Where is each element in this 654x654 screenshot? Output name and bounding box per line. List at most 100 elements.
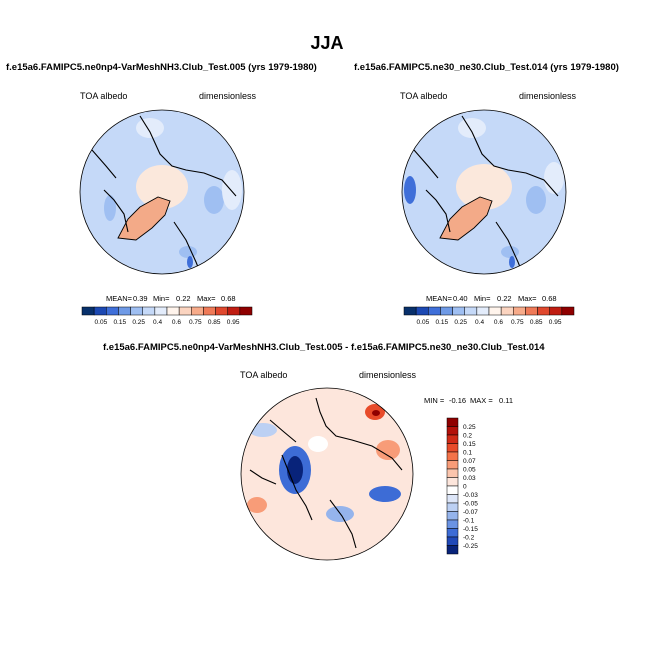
colorbar-swatch	[203, 306, 216, 316]
colorbar-swatch	[142, 306, 156, 316]
colorbar-swatch	[446, 528, 459, 538]
panel2-stats: MEAN= 0.40 Min= 0.22 Max= 0.68	[426, 294, 557, 303]
panel1-mean-value: 0.39	[133, 294, 148, 303]
colorbar-swatch	[488, 306, 502, 316]
colorbar-swatch	[446, 511, 459, 521]
colorbar-swatch	[446, 468, 459, 478]
map1-low-region-west	[104, 195, 116, 221]
colorbar-tick-label: 0.07	[463, 458, 476, 465]
panel3-min-value: -0.16	[449, 396, 466, 405]
panel2-mean-value: 0.40	[453, 294, 468, 303]
panel1-units: dimensionless	[199, 91, 257, 101]
panel1-colorbar: 0.05 0.15 0.25 0.4 0.6 0.75 0.85 0.95	[81, 306, 253, 326]
colorbar-tick-label: 0.6	[172, 319, 181, 326]
panel3-map	[240, 387, 414, 561]
map3-positive-east	[376, 440, 400, 460]
panel2-title: f.e15a6.FAMIPC5.ne30_ne30.Club_Test.014 …	[354, 62, 619, 73]
panel2-max-value: 0.68	[542, 294, 557, 303]
panel2-mean-label: MEAN=	[426, 294, 453, 303]
colorbar-tick-label: -0.1	[463, 517, 475, 524]
colorbar-swatch	[446, 485, 459, 495]
colorbar-tick-label: 0.75	[511, 319, 524, 326]
panel2-map	[401, 109, 567, 275]
map2-light-region-east	[544, 162, 564, 194]
colorbar-swatch	[537, 306, 550, 316]
panel1-max-value: 0.68	[221, 294, 236, 303]
map2-boundary	[401, 109, 567, 275]
panel3-max-value: 0.11	[499, 396, 513, 405]
colorbar-swatch	[513, 306, 526, 316]
panel2-max-label: Max=	[518, 294, 537, 303]
colorbar-tick-label: -0.05	[463, 500, 478, 507]
panel1-map	[79, 109, 245, 275]
colorbar-swatch	[239, 306, 253, 316]
panel2-units: dimensionless	[519, 91, 577, 101]
colorbar-tick-label: 0.85	[530, 319, 543, 326]
colorbar-tick-label: 0.03	[463, 475, 476, 482]
colorbar-swatch	[464, 306, 478, 316]
colorbar-swatch	[81, 306, 95, 316]
map2-low-region-south	[501, 246, 519, 258]
colorbar-tick-label: 0.95	[227, 319, 240, 326]
colorbar-tick-label: 0.05	[463, 466, 476, 473]
colorbar-swatch	[446, 443, 459, 453]
colorbar-tick-label: -0.07	[463, 509, 478, 516]
colorbar-tick-label: 0.75	[189, 319, 202, 326]
colorbar-swatch	[446, 434, 459, 444]
colorbar-tick-label: 0.25	[463, 424, 476, 431]
colorbar-swatch	[166, 306, 180, 316]
map1-boundary	[79, 109, 245, 275]
colorbar-swatch	[452, 306, 465, 316]
colorbar-swatch	[154, 306, 168, 316]
colorbar-swatch	[446, 502, 459, 512]
panel1-min-value: 0.22	[176, 294, 191, 303]
colorbar-tick-label: 0.4	[475, 319, 484, 326]
map3-background-field	[241, 388, 413, 560]
panel1-title: f.e15a6.FAMIPC5.ne0np4-VarMeshNH3.Club_T…	[6, 62, 317, 73]
map1-low-region-east	[204, 186, 224, 214]
colorbar-swatch	[215, 306, 228, 316]
colorbar-tick-label: -0.2	[463, 534, 475, 541]
panel1-min-label: Min=	[153, 294, 170, 303]
colorbar-swatch	[403, 306, 417, 316]
colorbar-swatch	[446, 545, 459, 555]
colorbar-tick-label: -0.25	[463, 543, 478, 550]
map2-low-region-east	[526, 186, 546, 214]
colorbar-swatch	[500, 306, 514, 316]
colorbar-swatch	[561, 306, 575, 316]
map2-light-region-north	[458, 118, 486, 138]
colorbar-swatch	[446, 494, 459, 504]
map3-coastlines	[249, 397, 403, 549]
colorbar-tick-label: 0.6	[494, 319, 503, 326]
map1-light-region-north	[136, 118, 164, 138]
panel3-title: f.e15a6.FAMIPC5.ne0np4-VarMeshNH3.Club_T…	[103, 342, 545, 353]
colorbar-tick-label: 0.15	[463, 441, 476, 448]
colorbar-swatch	[446, 477, 459, 487]
colorbar-swatch	[440, 306, 453, 316]
panel2-variable: TOA albedo	[400, 91, 448, 101]
colorbar-swatch	[227, 306, 241, 316]
colorbar-swatch	[178, 306, 192, 316]
colorbar-swatch	[446, 519, 459, 529]
colorbar-swatch	[106, 306, 119, 316]
colorbar-swatch	[446, 460, 459, 470]
colorbar-tick-label: -0.03	[463, 492, 478, 499]
colorbar-swatch	[118, 306, 131, 316]
figure-title: JJA	[310, 33, 344, 53]
panel2-colorbar: 0.05 0.15 0.25 0.4 0.6 0.75 0.85 0.95	[403, 306, 575, 326]
map2-arctic-high-albedo	[456, 164, 512, 210]
colorbar-tick-label: 0.85	[208, 319, 221, 326]
panel3-colorbar: 0.250.2 0.150.1 0.070.05 0.030 -0.03-0.05 -0.…	[446, 417, 478, 555]
colorbar-swatch	[446, 536, 459, 546]
map3-positive-southwest	[247, 497, 267, 513]
colorbar-swatch	[549, 306, 563, 316]
map1-low-region-south	[179, 246, 197, 258]
colorbar-tick-label: -0.15	[463, 526, 478, 533]
panel1-max-label: Max=	[197, 294, 216, 303]
colorbar-swatch	[446, 417, 459, 427]
colorbar-tick-label: 0.2	[463, 432, 472, 439]
map2-low-spot	[509, 256, 515, 268]
panel3-units: dimensionless	[359, 370, 417, 380]
panel1-variable: TOA albedo	[80, 91, 128, 101]
colorbar-swatch	[428, 306, 441, 316]
